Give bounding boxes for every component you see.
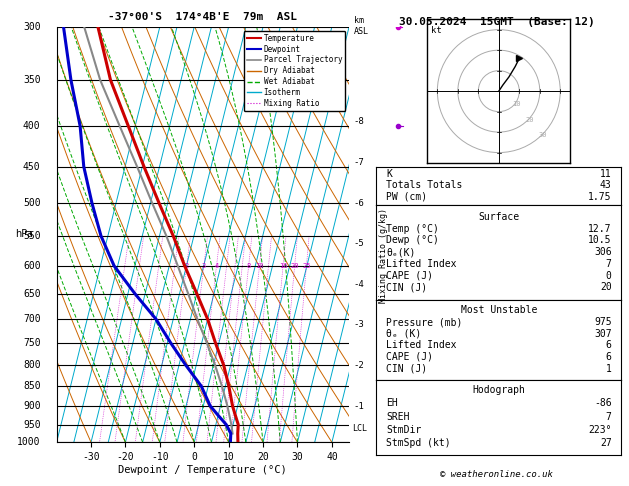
Text: -7: -7 bbox=[354, 158, 365, 167]
Text: 10: 10 bbox=[512, 102, 521, 107]
Text: 306: 306 bbox=[594, 247, 611, 257]
Text: Lifted Index: Lifted Index bbox=[386, 259, 457, 269]
Text: -6: -6 bbox=[354, 199, 365, 208]
Text: -1: -1 bbox=[354, 402, 365, 411]
Text: 600: 600 bbox=[23, 261, 40, 271]
Text: Lifted Index: Lifted Index bbox=[386, 340, 457, 350]
Text: θₑ (K): θₑ (K) bbox=[386, 329, 421, 339]
Text: CAPE (J): CAPE (J) bbox=[386, 352, 433, 362]
Text: LCL: LCL bbox=[352, 424, 367, 433]
Text: CIN (J): CIN (J) bbox=[386, 364, 427, 374]
Text: 350: 350 bbox=[23, 75, 40, 85]
Text: 1000: 1000 bbox=[17, 437, 40, 447]
Text: 500: 500 bbox=[23, 198, 40, 208]
Text: Pressure (mb): Pressure (mb) bbox=[386, 317, 462, 327]
Text: 850: 850 bbox=[23, 381, 40, 391]
Text: 975: 975 bbox=[594, 317, 611, 327]
Text: 550: 550 bbox=[23, 231, 40, 241]
Text: 20: 20 bbox=[600, 282, 611, 293]
Text: Most Unstable: Most Unstable bbox=[460, 306, 537, 315]
Text: Surface: Surface bbox=[478, 212, 520, 222]
Text: 10: 10 bbox=[255, 263, 264, 269]
Text: CIN (J): CIN (J) bbox=[386, 282, 427, 293]
Text: -37°00'S  174°4B'E  79m  ASL: -37°00'S 174°4B'E 79m ASL bbox=[108, 12, 298, 22]
Text: 7: 7 bbox=[606, 412, 611, 421]
Text: 223°: 223° bbox=[588, 425, 611, 434]
Text: -86: -86 bbox=[594, 399, 611, 408]
Text: 700: 700 bbox=[23, 314, 40, 324]
Text: 20: 20 bbox=[291, 263, 299, 269]
Text: -8: -8 bbox=[354, 118, 365, 126]
Text: 43: 43 bbox=[600, 180, 611, 191]
X-axis label: Dewpoint / Temperature (°C): Dewpoint / Temperature (°C) bbox=[118, 465, 287, 475]
Text: 4: 4 bbox=[214, 263, 219, 269]
Text: 300: 300 bbox=[23, 22, 40, 32]
Text: 3: 3 bbox=[202, 263, 206, 269]
Text: CAPE (J): CAPE (J) bbox=[386, 271, 433, 280]
Text: θₑ(K): θₑ(K) bbox=[386, 247, 415, 257]
Text: 400: 400 bbox=[23, 121, 40, 131]
Text: -2: -2 bbox=[354, 361, 365, 370]
Text: StmSpd (kt): StmSpd (kt) bbox=[386, 438, 450, 448]
Text: 0: 0 bbox=[606, 271, 611, 280]
Text: 16: 16 bbox=[279, 263, 287, 269]
Text: © weatheronline.co.uk: © weatheronline.co.uk bbox=[440, 469, 554, 479]
Text: -3: -3 bbox=[354, 320, 365, 330]
Text: 1.75: 1.75 bbox=[588, 192, 611, 202]
Text: 800: 800 bbox=[23, 360, 40, 370]
Text: K: K bbox=[386, 169, 392, 179]
Text: 25: 25 bbox=[302, 263, 311, 269]
Text: 450: 450 bbox=[23, 162, 40, 172]
Text: 12.7: 12.7 bbox=[588, 224, 611, 233]
Text: SREH: SREH bbox=[386, 412, 409, 421]
Text: 30.05.2024  15GMT  (Base: 12): 30.05.2024 15GMT (Base: 12) bbox=[399, 17, 595, 27]
Text: 950: 950 bbox=[23, 419, 40, 430]
Text: 1: 1 bbox=[606, 364, 611, 374]
Text: -5: -5 bbox=[354, 239, 365, 248]
Text: -4: -4 bbox=[354, 280, 365, 289]
Text: Mixing Ratio (g/kg): Mixing Ratio (g/kg) bbox=[379, 208, 388, 303]
Text: PW (cm): PW (cm) bbox=[386, 192, 427, 202]
Text: Totals Totals: Totals Totals bbox=[386, 180, 462, 191]
Text: 11: 11 bbox=[600, 169, 611, 179]
Text: 27: 27 bbox=[600, 438, 611, 448]
Text: kt: kt bbox=[431, 26, 442, 35]
Text: Dewp (°C): Dewp (°C) bbox=[386, 235, 439, 245]
Text: 6: 6 bbox=[606, 340, 611, 350]
Text: 8: 8 bbox=[247, 263, 251, 269]
Text: StmDir: StmDir bbox=[386, 425, 421, 434]
Text: km
ASL: km ASL bbox=[354, 16, 369, 35]
Text: 10.5: 10.5 bbox=[588, 235, 611, 245]
Text: 900: 900 bbox=[23, 401, 40, 411]
Text: 20: 20 bbox=[525, 117, 534, 123]
Text: hPa: hPa bbox=[16, 229, 33, 240]
Text: Temp (°C): Temp (°C) bbox=[386, 224, 439, 233]
Text: 2: 2 bbox=[184, 263, 189, 269]
Text: 750: 750 bbox=[23, 338, 40, 348]
Text: 307: 307 bbox=[594, 329, 611, 339]
Text: 7: 7 bbox=[606, 259, 611, 269]
Text: 650: 650 bbox=[23, 289, 40, 298]
Text: 6: 6 bbox=[606, 352, 611, 362]
Text: EH: EH bbox=[386, 399, 398, 408]
Text: 30: 30 bbox=[538, 132, 547, 138]
Legend: Temperature, Dewpoint, Parcel Trajectory, Dry Adiabat, Wet Adiabat, Isotherm, Mi: Temperature, Dewpoint, Parcel Trajectory… bbox=[243, 31, 345, 111]
Text: Hodograph: Hodograph bbox=[472, 385, 525, 395]
